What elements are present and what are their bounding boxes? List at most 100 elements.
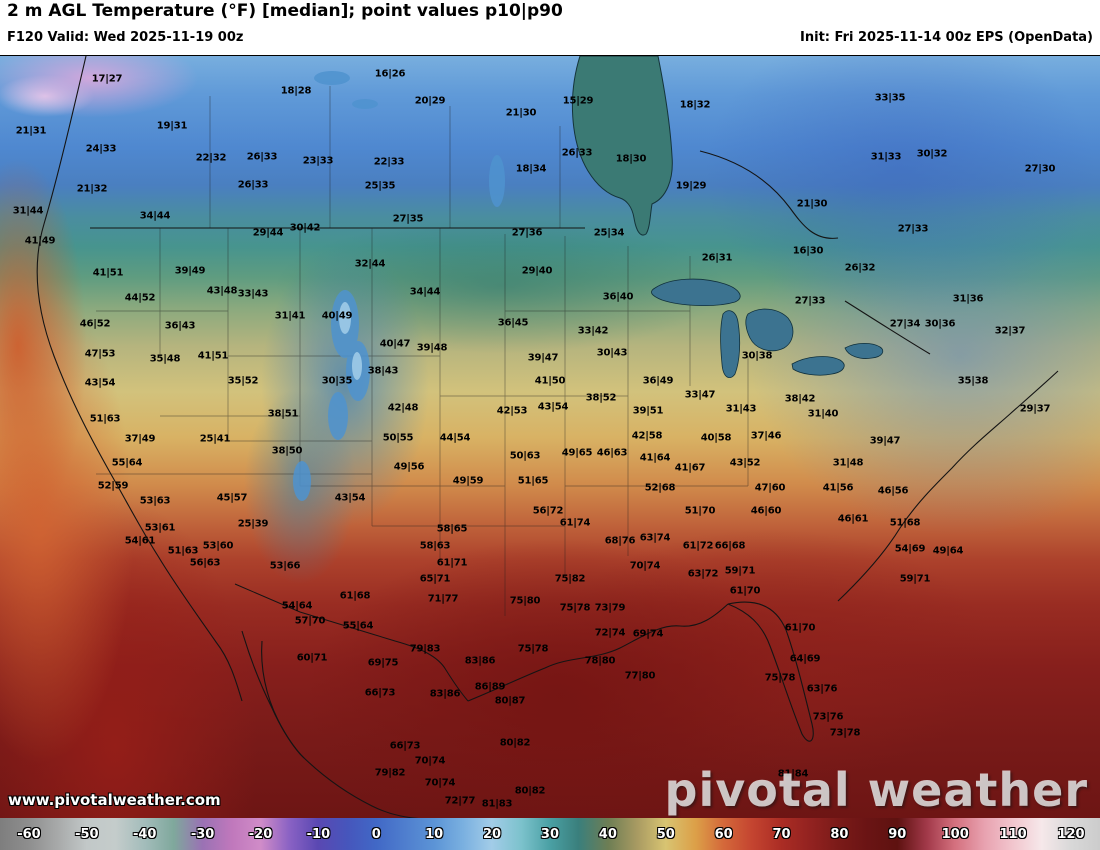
point-value: 41|67 [674,462,706,474]
point-value: 31|33 [870,151,902,163]
point-value: 86|89 [474,681,506,693]
point-value: 44|54 [439,432,471,444]
point-value: 31|36 [952,293,984,305]
point-value: 63|74 [639,532,671,544]
state-border-lines [96,86,749,616]
cold-pockets [293,71,505,501]
point-value: 49|56 [393,461,425,473]
point-value: 37|49 [124,433,156,445]
point-value: 43|54 [84,377,116,389]
point-value: 72|74 [594,627,626,639]
point-value: 53|66 [269,560,301,572]
point-value: 56|72 [532,505,564,517]
colorbar-tick-label: 30 [540,826,559,842]
point-value: 80|82 [514,785,546,797]
point-value: 38|51 [267,408,299,420]
point-value: 54|64 [281,600,313,612]
colorbar-tick-label: 100 [941,826,969,842]
colorbar-tick-label: -60 [17,826,41,842]
point-value: 53|63 [139,495,171,507]
point-value: 31|43 [725,403,757,415]
point-value: 19|31 [156,120,188,132]
point-value: 41|64 [639,452,671,464]
point-value: 41|49 [24,235,56,247]
point-value: 66|68 [714,540,746,552]
colorbar-tick-label: -10 [306,826,331,842]
point-value: 46|52 [79,318,111,330]
point-value: 47|53 [84,348,116,360]
watermark-brand-logo: pivotal weather [664,763,1088,817]
point-value: 43|54 [334,492,366,504]
point-value: 50|55 [382,432,414,444]
point-value: 41|51 [197,350,229,362]
point-value: 40|58 [700,432,732,444]
point-value: 31|40 [807,408,839,420]
point-value: 46|60 [750,505,782,517]
point-value: 49|65 [561,447,593,459]
point-value: 81|84 [777,768,809,780]
point-value: 39|47 [527,352,559,364]
point-value: 19|29 [675,180,707,192]
point-value: 42|58 [631,430,663,442]
point-value: 61|70 [784,622,816,634]
point-value: 31|48 [832,457,864,469]
temperature-colorbar: -60 -50 -40 -30 -20 -10 0 10 20 30 40 50 60 70 80 90 100… [0,818,1100,850]
point-value: 41|56 [822,482,854,494]
point-value: 63|72 [687,568,719,580]
point-value: 56|63 [189,557,221,569]
point-value: 69|74 [632,628,664,640]
point-value: 36|43 [164,320,196,332]
point-value: 21|30 [505,107,537,119]
forecast-map[interactable]: 17|27 18|28 16|26 20|29 21|30 15|29 18|32 33|35… [0,55,1100,819]
point-value: 51|68 [889,517,921,529]
point-value: 30|32 [916,148,948,160]
colorbar-tick-label: -20 [248,826,273,842]
point-value: 61|74 [559,517,591,529]
national-borders [90,227,585,702]
point-value: 51|70 [684,505,716,517]
map-title: 2 m AGL Temperature (°F) [median]; point… [7,1,563,21]
point-value: 64|69 [789,653,821,665]
colorbar-tick-label: 20 [483,826,502,842]
point-value: 51|65 [517,475,549,487]
point-value: 61|70 [729,585,761,597]
cold-pocket-cores [339,302,362,380]
point-value: 25|35 [364,180,396,192]
point-value: 50|63 [509,450,541,462]
point-value: 58|65 [436,523,468,535]
point-value: 65|71 [419,573,451,585]
point-value: 22|33 [373,156,405,168]
point-value: 55|64 [342,620,374,632]
point-value: 83|86 [464,655,496,667]
point-value: 46|63 [596,447,628,459]
point-value: 18|34 [515,163,547,175]
point-value: 61|71 [436,557,468,569]
point-value: 26|33 [246,151,278,163]
point-value: 31|44 [12,205,44,217]
point-value: 38|43 [367,365,399,377]
point-value: 42|48 [387,402,419,414]
point-value: 39|48 [416,342,448,354]
point-value: 80|87 [494,695,526,707]
point-value: 39|51 [632,405,664,417]
point-value: 32|44 [354,258,386,270]
point-value: 29|44 [252,227,284,239]
point-value: 73|79 [594,602,626,614]
colorbar-tick-label: 90 [888,826,907,842]
point-value: 66|73 [389,740,421,752]
map-header: 2 m AGL Temperature (°F) [median]; point… [0,0,1100,55]
point-value: 70|74 [424,777,456,789]
point-value: 44|52 [124,292,156,304]
point-value: 34|44 [139,210,171,222]
point-value: 59|71 [724,565,756,577]
point-value: 40|47 [379,338,411,350]
point-value: 73|76 [812,711,844,723]
point-value: 46|61 [837,513,869,525]
point-value: 34|44 [409,286,441,298]
point-value: 17|27 [91,73,123,85]
point-value: 77|80 [624,670,656,682]
point-value: 53|61 [144,522,176,534]
point-value: 80|82 [499,737,531,749]
point-value: 54|61 [124,535,156,547]
point-value: 49|59 [452,475,484,487]
